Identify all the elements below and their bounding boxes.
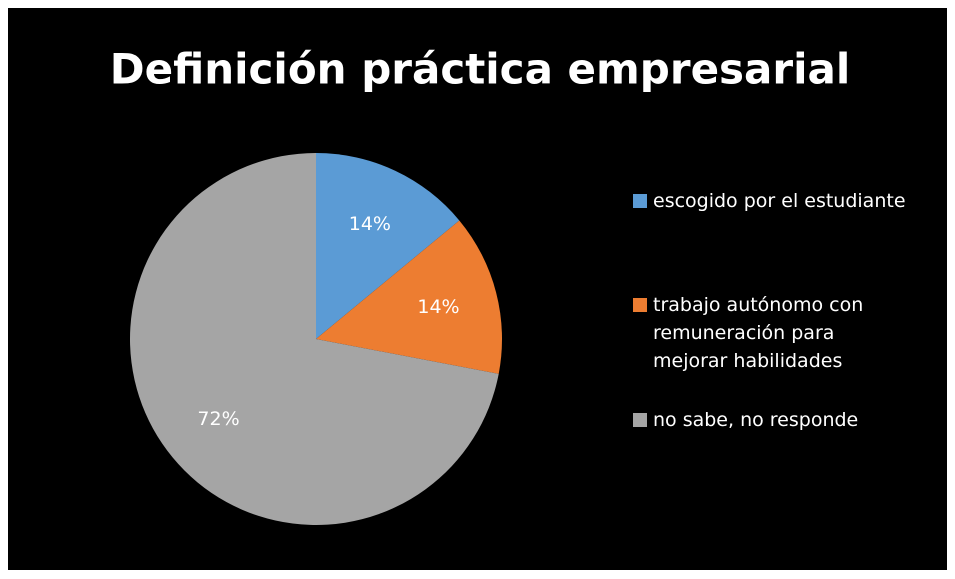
legend-entry: escogido por el estudiante (633, 187, 943, 215)
legend-entry: no sabe, no responde (633, 406, 943, 434)
pie-slice (316, 220, 502, 374)
legend-swatch (633, 194, 647, 208)
legend-label: no sabe, no responde (653, 409, 859, 431)
data-label: 14% (417, 296, 459, 318)
legend-label: escogido por el estudiante (653, 190, 906, 212)
legend-swatch (633, 298, 647, 312)
data-label: 72% (197, 408, 239, 430)
chart-title: Definición práctica empresarial (110, 45, 851, 94)
legend-swatch (633, 413, 647, 427)
pie-slice (129, 153, 499, 525)
data-label: 14% (349, 213, 391, 235)
pie-slice (316, 153, 460, 339)
legend-entry: trabajo autónomo con remuneración para m… (633, 291, 943, 375)
legend-label: trabajo autónomo con remuneración para m… (653, 294, 864, 372)
